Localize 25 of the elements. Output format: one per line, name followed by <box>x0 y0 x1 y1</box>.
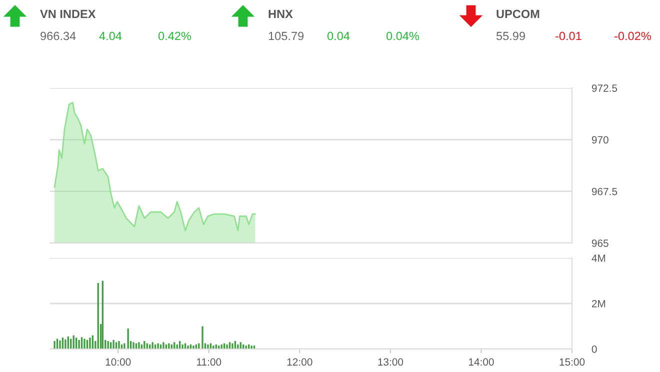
text: 966.34 <box>40 32 76 40</box>
x-tick-label: 10:00 <box>106 358 131 366</box>
x-tick-label: 15:00 <box>560 358 585 366</box>
x-tick-label: 11:00 <box>197 358 222 366</box>
text: 0.04% <box>386 32 420 40</box>
x-tick-label: 12:00 <box>287 358 312 366</box>
y-tick-label: 967.5 <box>592 188 618 196</box>
data-label: 0.04 <box>327 32 350 40</box>
x-tick-label: 13:00 <box>378 358 404 366</box>
y-tick-label: 4M <box>592 254 606 262</box>
data-label: 4.04 <box>99 32 122 40</box>
text: 105.79 <box>268 32 304 40</box>
y-tick-label: 972.5 <box>592 84 618 92</box>
x-tick-label: 14:00 <box>468 358 494 366</box>
text: -0.02% <box>614 32 651 40</box>
y-tick-label: 0 <box>592 346 597 353</box>
text: 0.42% <box>158 32 192 40</box>
category-label: VN INDEX <box>40 10 96 18</box>
category-label: HNX <box>268 10 293 18</box>
y-tick-label: 970 <box>592 136 608 144</box>
text: 55.99 <box>496 32 525 40</box>
data-label: -0.01 <box>556 32 582 40</box>
y-tick-label: 2M <box>592 300 606 308</box>
category-label: UPCOM <box>496 10 540 18</box>
y-tick-label: 965 <box>592 240 608 247</box>
